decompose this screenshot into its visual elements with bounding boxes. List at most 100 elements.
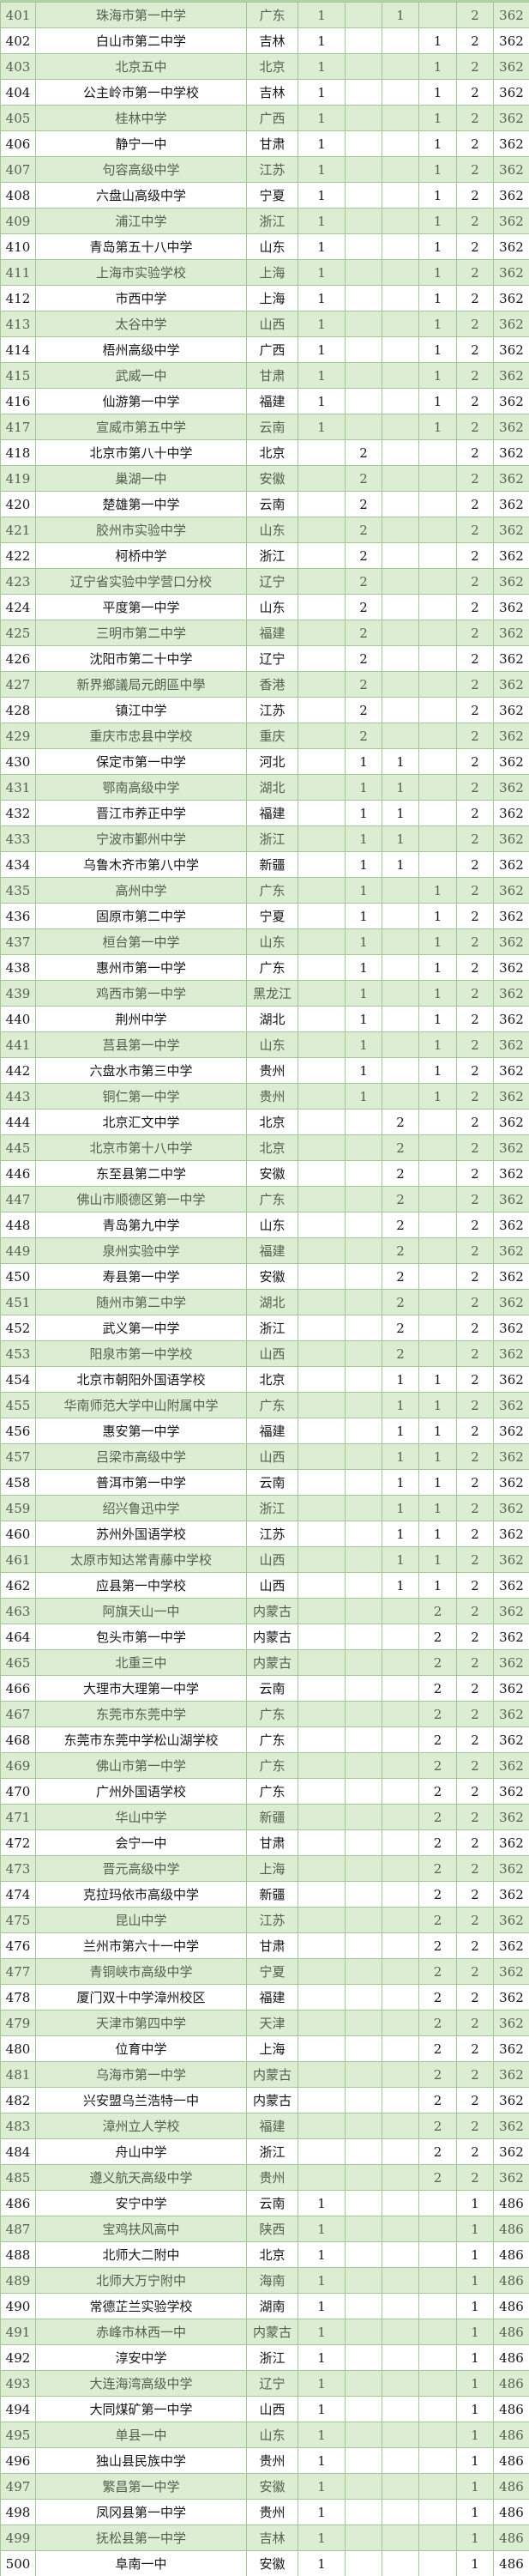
cell-count-b xyxy=(345,414,382,440)
cell-overall-rank: 362 xyxy=(493,1855,529,1882)
cell-school-name: 桂林中学 xyxy=(35,105,247,131)
cell-school-name: 华南师范大学中山附属中学 xyxy=(35,1392,247,1418)
cell-overall-rank: 362 xyxy=(493,1186,529,1212)
cell-total: 1 xyxy=(456,2344,494,2371)
cell-count-b: 2 xyxy=(345,645,382,672)
cell-count-d: 1 xyxy=(418,105,457,131)
table-row: 462 应县第一中学校 山西 1 1 2 362 xyxy=(0,1572,529,1599)
cell-count-b xyxy=(345,1134,382,1161)
cell-province: 宁夏 xyxy=(246,1958,298,1985)
cell-school-name: 天津市第四中学 xyxy=(35,2010,247,2036)
cell-overall-rank: 362 xyxy=(493,1907,529,1933)
cell-count-d: 1 xyxy=(418,182,457,209)
cell-school-name: 六盘水市第三中学 xyxy=(35,1057,247,1084)
cell-school-name: 北京汇文中学 xyxy=(35,1109,247,1135)
cell-rank: 496 xyxy=(0,2447,36,2474)
cell-count-a xyxy=(298,2138,346,2165)
cell-overall-rank: 362 xyxy=(493,2010,529,2036)
cell-count-c xyxy=(382,233,419,260)
cell-school-name: 佛山市顺德区第一中学 xyxy=(35,1186,247,1212)
cell-overall-rank: 362 xyxy=(493,1083,529,1110)
cell-rank: 471 xyxy=(0,1804,36,1830)
cell-rank: 458 xyxy=(0,1469,36,1496)
cell-count-a xyxy=(298,1134,346,1161)
cell-total: 2 xyxy=(456,645,494,672)
cell-province: 山东 xyxy=(246,1031,298,1058)
cell-count-b xyxy=(345,1212,382,1238)
cell-school-name: 漳州立人学校 xyxy=(35,2113,247,2139)
table-row: 496 独山县民族中学 贵州 1 1 486 xyxy=(0,2447,529,2474)
cell-count-c xyxy=(382,2319,419,2345)
cell-count-c: 2 xyxy=(382,1109,419,1135)
cell-overall-rank: 362 xyxy=(493,388,529,414)
table-row: 422 柯桥中学 浙江 2 2 362 xyxy=(0,542,529,569)
cell-school-name: 静宁一中 xyxy=(35,130,247,157)
cell-count-b: 1 xyxy=(345,1083,382,1110)
cell-count-d xyxy=(418,645,457,672)
cell-overall-rank: 362 xyxy=(493,2087,529,2113)
table-row: 472 会宁一中 甘肃 2 2 362 xyxy=(0,1829,529,1856)
cell-overall-rank: 362 xyxy=(493,568,529,595)
cell-province: 北京 xyxy=(246,1366,298,1393)
cell-count-c xyxy=(382,414,419,440)
cell-total: 2 xyxy=(456,877,494,904)
cell-school-name: 东莞市东莞中学 xyxy=(35,1701,247,1727)
cell-province: 湖北 xyxy=(246,1289,298,1315)
table-row: 409 浦江中学 浙江 1 1 2 362 xyxy=(0,208,529,234)
cell-province: 辽宁 xyxy=(246,645,298,672)
table-row: 497 繁昌第一中学 安徽 1 1 486 xyxy=(0,2473,529,2500)
cell-count-d xyxy=(418,620,457,646)
cell-rank: 478 xyxy=(0,1984,36,2011)
cell-school-name: 凤冈县第一中学 xyxy=(35,2499,247,2525)
cell-count-d: 1 xyxy=(418,388,457,414)
cell-count-a xyxy=(298,1752,346,1779)
cell-count-c: 1 xyxy=(382,1546,419,1573)
table-row: 484 舟山中学 浙江 2 2 362 xyxy=(0,2138,529,2165)
cell-overall-rank: 362 xyxy=(493,491,529,517)
cell-rank: 432 xyxy=(0,800,36,826)
cell-province: 云南 xyxy=(246,491,298,517)
cell-rank: 484 xyxy=(0,2138,36,2165)
cell-count-d: 1 xyxy=(418,1572,457,1599)
cell-count-a xyxy=(298,723,346,749)
table-row: 468 东莞市东莞中学松山湖学校 广东 2 2 362 xyxy=(0,1726,529,1753)
cell-overall-rank: 362 xyxy=(493,1675,529,1702)
cell-count-b: 2 xyxy=(345,465,382,492)
cell-total: 2 xyxy=(456,980,494,1007)
cell-overall-rank: 362 xyxy=(493,2035,529,2062)
cell-count-a: 1 xyxy=(298,79,346,106)
cell-rank: 434 xyxy=(0,851,36,878)
table-row: 432 晋江市养正中学 福建 1 1 2 362 xyxy=(0,800,529,826)
cell-overall-rank: 362 xyxy=(493,1778,529,1805)
cell-overall-rank: 362 xyxy=(493,594,529,620)
cell-rank: 470 xyxy=(0,1778,36,1805)
cell-total: 2 xyxy=(456,620,494,646)
cell-school-name: 荆州中学 xyxy=(35,1006,247,1032)
cell-province: 吉林 xyxy=(246,79,298,106)
cell-count-b xyxy=(345,2241,382,2268)
cell-overall-rank: 362 xyxy=(493,1495,529,1521)
cell-province: 浙江 xyxy=(246,825,298,852)
cell-count-d: 1 xyxy=(418,928,457,955)
cell-count-d xyxy=(418,2241,457,2268)
cell-count-c xyxy=(382,1057,419,1084)
cell-province: 陕西 xyxy=(246,2216,298,2242)
cell-count-c xyxy=(382,1804,419,1830)
cell-total: 2 xyxy=(456,1083,494,1110)
cell-total: 2 xyxy=(456,1984,494,2011)
table-row: 490 常德芷兰实验学校 湖南 1 1 486 xyxy=(0,2293,529,2319)
cell-count-c xyxy=(382,439,419,466)
cell-count-a xyxy=(298,825,346,852)
cell-rank: 489 xyxy=(0,2267,36,2294)
cell-total: 2 xyxy=(456,414,494,440)
cell-count-a xyxy=(298,517,346,543)
cell-count-c xyxy=(382,259,419,286)
cell-count-c xyxy=(382,2550,419,2576)
cell-rank: 449 xyxy=(0,1237,36,1264)
cell-province: 浙江 xyxy=(246,2344,298,2371)
table-row: 461 太原市知达常青藤中学校 山西 1 1 2 362 xyxy=(0,1546,529,1573)
cell-count-a xyxy=(298,439,346,466)
cell-total: 2 xyxy=(456,182,494,209)
table-row: 446 东至县第二中学 安徽 2 2 362 xyxy=(0,1160,529,1187)
